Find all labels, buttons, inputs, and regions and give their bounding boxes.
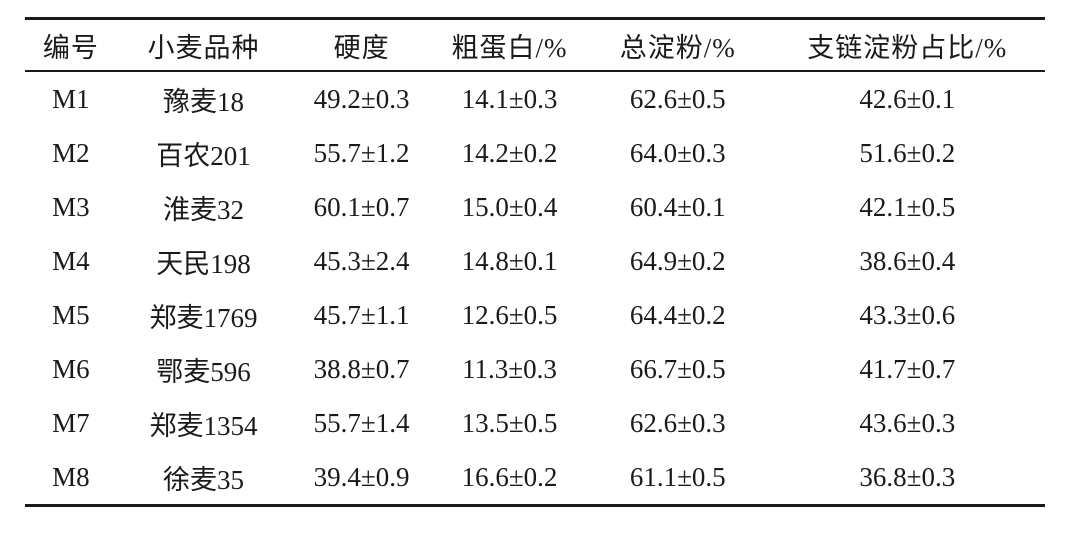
total-starch-cell: 64.4±0.2 (629, 299, 726, 330)
sample-id-cell: M5 (52, 299, 90, 330)
hardness-cell: 49.2±0.3 (313, 83, 410, 114)
column-header-amylopectin-ratio: 支链淀粉占比/% (769, 18, 1045, 72)
sample-id-cell: M3 (52, 191, 90, 222)
sample-id-cell: M8 (52, 461, 90, 492)
crude-protein-cell: 14.2±0.2 (461, 137, 558, 168)
total-starch-cell: 62.6±0.3 (629, 407, 726, 438)
table-row: M2 百农201 55.7±1.2 14.2±0.2 64.0±0.3 51.6±0.2 (25, 126, 1045, 180)
table-row: M3 淮麦32 60.1±0.7 15.0±0.4 60.4±0.1 42.1±0.5 (25, 180, 1045, 234)
column-header-crude-protein: 粗蛋白/% (432, 18, 586, 72)
crude-protein-cell: 14.1±0.3 (461, 83, 558, 114)
column-header-wheat-variety: 小麦品种 (116, 18, 291, 72)
table-row: M1 豫麦18 49.2±0.3 14.1±0.3 62.6±0.5 42.6±0.1 (25, 71, 1045, 126)
wheat-variety-cell: 郑麦1354 (149, 410, 258, 441)
table-body: M1 豫麦18 49.2±0.3 14.1±0.3 62.6±0.5 42.6±0.1 M2… (25, 71, 1045, 506)
sample-id-cell: M2 (52, 137, 90, 168)
wheat-variety-table: 编号 小麦品种 硬度 粗蛋白/% 总淀粉/% 支链淀粉占比/% M1 豫麦18 49.2±0.… (25, 17, 1045, 507)
amylopectin-ratio-cell: 38.6±0.4 (859, 245, 956, 276)
total-starch-cell: 62.6±0.5 (629, 83, 726, 114)
column-header-total-starch: 总淀粉/% (585, 18, 770, 72)
total-starch-cell: 64.9±0.2 (629, 245, 726, 276)
hardness-cell: 45.3±2.4 (313, 245, 410, 276)
paper-table-page: 编号 小麦品种 硬度 粗蛋白/% 总淀粉/% 支链淀粉占比/% M1 豫麦18 49.2±0.… (0, 17, 1071, 540)
hardness-cell: 38.8±0.7 (313, 353, 410, 384)
table-row: M6 鄂麦596 38.8±0.7 11.3±0.3 66.7±0.5 41.7±0.7 (25, 342, 1045, 396)
amylopectin-ratio-cell: 41.7±0.7 (859, 353, 956, 384)
amylopectin-ratio-cell: 42.6±0.1 (859, 83, 956, 114)
wheat-variety-cell: 徐麦35 (162, 464, 244, 495)
column-header-sample-id: 编号 (25, 18, 117, 72)
total-starch-cell: 61.1±0.5 (629, 461, 726, 492)
crude-protein-cell: 13.5±0.5 (461, 407, 558, 438)
hardness-cell: 55.7±1.4 (313, 407, 410, 438)
hardness-cell: 39.4±0.9 (313, 461, 410, 492)
wheat-variety-cell: 鄂麦596 (156, 356, 251, 387)
sample-id-cell: M6 (52, 353, 90, 384)
table-header: 编号 小麦品种 硬度 粗蛋白/% 总淀粉/% 支链淀粉占比/% (25, 18, 1045, 72)
amylopectin-ratio-cell: 43.6±0.3 (859, 407, 956, 438)
table-header-row: 编号 小麦品种 硬度 粗蛋白/% 总淀粉/% 支链淀粉占比/% (25, 18, 1045, 72)
wheat-variety-cell: 郑麦1769 (149, 302, 258, 333)
hardness-cell: 45.7±1.1 (313, 299, 410, 330)
crude-protein-cell: 11.3±0.3 (462, 353, 557, 384)
wheat-variety-cell: 百农201 (156, 140, 251, 171)
hardness-cell: 55.7±1.2 (313, 137, 410, 168)
wheat-variety-cell: 天民198 (156, 248, 251, 279)
total-starch-cell: 64.0±0.3 (629, 137, 726, 168)
total-starch-cell: 66.7±0.5 (629, 353, 726, 384)
sample-id-cell: M7 (52, 407, 90, 438)
wheat-variety-cell: 豫麦18 (162, 86, 244, 117)
amylopectin-ratio-cell: 36.8±0.3 (859, 461, 956, 492)
crude-protein-cell: 14.8±0.1 (461, 245, 558, 276)
table-row: M8 徐麦35 39.4±0.9 16.6±0.2 61.1±0.5 36.8±0.3 (25, 450, 1045, 506)
amylopectin-ratio-cell: 43.3±0.6 (859, 299, 956, 330)
table-row: M5 郑麦1769 45.7±1.1 12.6±0.5 64.4±0.2 43.3±0.6 (25, 288, 1045, 342)
table-row: M4 天民198 45.3±2.4 14.8±0.1 64.9±0.2 38.6±0.4 (25, 234, 1045, 288)
crude-protein-cell: 16.6±0.2 (461, 461, 558, 492)
amylopectin-ratio-cell: 51.6±0.2 (859, 137, 956, 168)
hardness-cell: 60.1±0.7 (313, 191, 410, 222)
table-row: M7 郑麦1354 55.7±1.4 13.5±0.5 62.6±0.3 43.6±0.3 (25, 396, 1045, 450)
total-starch-cell: 60.4±0.1 (629, 191, 726, 222)
wheat-variety-cell: 淮麦32 (162, 194, 244, 225)
crude-protein-cell: 12.6±0.5 (461, 299, 558, 330)
sample-id-cell: M4 (52, 245, 90, 276)
amylopectin-ratio-cell: 42.1±0.5 (859, 191, 956, 222)
crude-protein-cell: 15.0±0.4 (461, 191, 558, 222)
column-header-hardness: 硬度 (290, 18, 433, 72)
sample-id-cell: M1 (52, 83, 90, 114)
